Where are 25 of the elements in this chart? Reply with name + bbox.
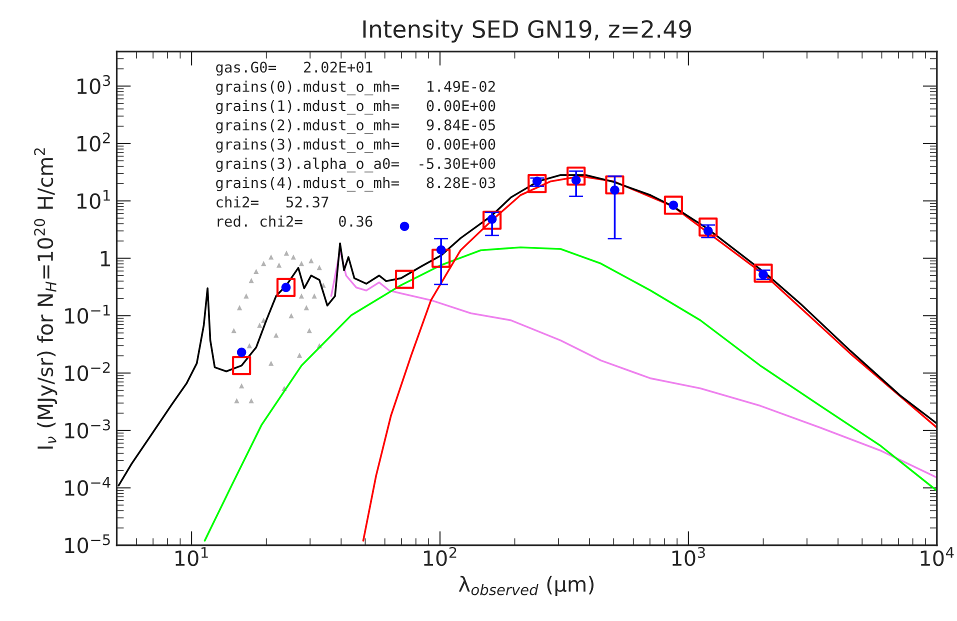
y-tick-label: 10$^{−4}$ [65,477,110,496]
y-tick-label: 10$^{−2}$ [65,362,110,382]
annotation: grains(3).alpha_o_a0= -5.30E+00 [216,158,496,172]
y-axis-title: I$_{ν}$ (MJy/sr) for N$_{H}$=10$^{20}$ H/cm$^{2}$ [34,148,58,449]
y-tick-label: 10$^{−1}$ [65,304,110,324]
y-tick-label: 10$^{−3}$ [65,419,110,439]
y-tick-label: 10$^{2}$ [78,132,110,152]
annotation: grains(1).mdust_o_mh= 0.00E+00 [216,100,496,114]
y-tick-label: 10$^{−5}$ [65,534,110,554]
x-axis-title: λ$_{observed}$ (μm) [458,576,594,596]
annotation: grains(4).mdust_o_mh= 8.28E-03 [216,176,496,192]
y-tick-label: 10$^{3}$ [78,75,110,94]
x-tick-label: 10$^{1}$ [176,547,208,566]
chart-title: Intensity SED GN19, z=2.49 [363,20,691,43]
annotation: grains(0).mdust_o_mh= 1.49E-02 [216,80,495,96]
y-tick-label: 1 [100,251,110,266]
x-tick-label: 10$^{2}$ [424,546,456,566]
y-tick-label: 10$^{1}$ [78,190,110,209]
annotation: grains(2).mdust_o_mh= 9.84E-05 [216,119,495,134]
annotation: red. chi2= 0.36 [218,216,372,227]
annotation: chi2= 52.37 [216,196,328,208]
x-tick-label: 10$^{4}$ [920,547,954,566]
x-tick-label: 10$^{3}$ [672,546,705,566]
annotation: grains(3).mdust_o_mh= 0.00E+00 [216,138,496,153]
annotation: gas.G0= 2.02E+01 [216,62,372,76]
